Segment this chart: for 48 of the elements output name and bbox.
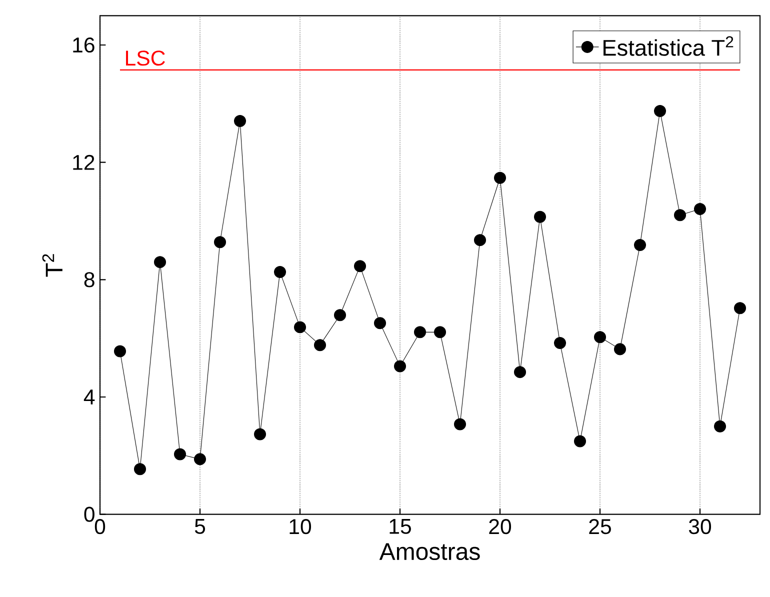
point bbox=[394, 360, 406, 372]
x-tick-label: 25 bbox=[589, 519, 611, 534]
point bbox=[234, 114, 246, 127]
point bbox=[494, 172, 506, 184]
x-tick-label: 5 bbox=[194, 519, 206, 534]
y-tick-label: 12 bbox=[73, 154, 94, 170]
point bbox=[474, 234, 486, 246]
point bbox=[574, 435, 586, 448]
point bbox=[334, 309, 346, 322]
point bbox=[734, 302, 746, 314]
point bbox=[294, 321, 306, 334]
y-axis-title: T$^{2}$ bbox=[42, 254, 62, 277]
point bbox=[174, 448, 186, 460]
point bbox=[354, 260, 366, 272]
point bbox=[414, 326, 426, 338]
point bbox=[214, 236, 226, 248]
point bbox=[154, 256, 166, 268]
point bbox=[274, 266, 286, 278]
point bbox=[134, 463, 146, 476]
point bbox=[434, 326, 446, 338]
point bbox=[254, 428, 266, 440]
x-tick-label: 20 bbox=[489, 519, 512, 534]
point bbox=[674, 209, 686, 222]
point bbox=[614, 343, 626, 356]
x-tick-label: 10 bbox=[290, 519, 312, 534]
x-tick-label: 30 bbox=[688, 519, 712, 534]
y-tick-label: 4 bbox=[84, 390, 95, 404]
point bbox=[374, 317, 386, 330]
y-tick-label: 0 bbox=[84, 506, 94, 522]
point bbox=[694, 202, 706, 215]
legend-label: Estatistica T$^{2}$ bbox=[604, 36, 734, 56]
point bbox=[314, 339, 326, 352]
point bbox=[594, 331, 606, 344]
point bbox=[454, 418, 466, 430]
point bbox=[514, 366, 526, 378]
x-tick-label: 15 bbox=[390, 519, 411, 534]
point bbox=[654, 105, 666, 117]
point bbox=[194, 453, 206, 466]
point bbox=[114, 345, 126, 358]
point bbox=[534, 210, 546, 223]
point bbox=[634, 239, 646, 252]
point bbox=[554, 337, 566, 350]
y-tick-label: 16 bbox=[73, 37, 94, 53]
ref-line-label: LSC bbox=[126, 50, 165, 66]
x-axis-title: Amostras bbox=[379, 543, 480, 560]
x-tick-label: 0 bbox=[94, 519, 106, 534]
y-tick-label: 8 bbox=[84, 272, 94, 288]
point bbox=[714, 420, 726, 432]
